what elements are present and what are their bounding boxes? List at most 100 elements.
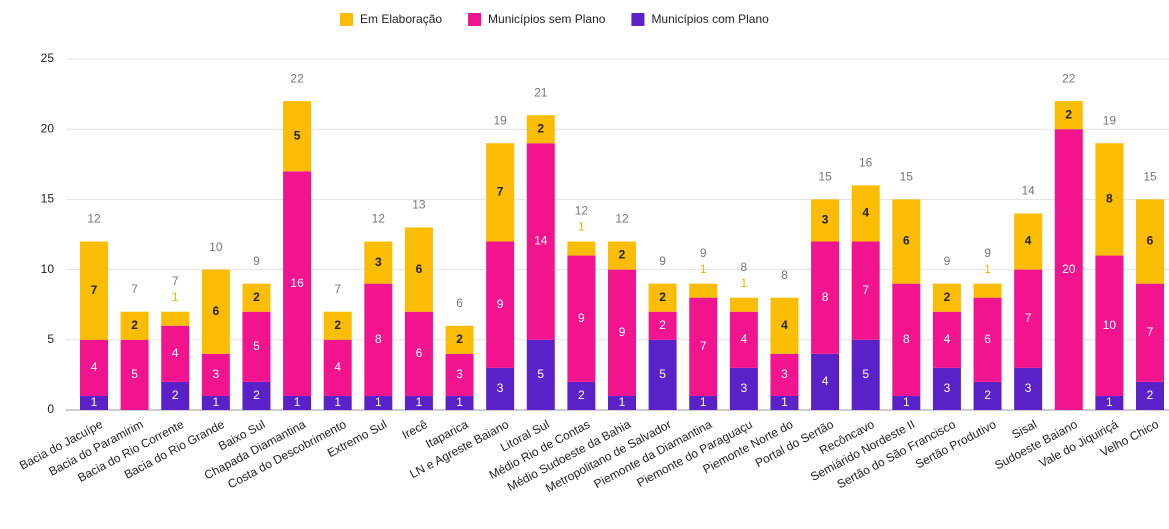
- bar-segment: [770, 353, 799, 396]
- data-label: 3: [497, 381, 504, 395]
- data-label: 3: [213, 367, 220, 381]
- bar-segment: [120, 339, 149, 410]
- data-label: 3: [375, 255, 382, 269]
- data-label: 1: [375, 395, 382, 409]
- total-label: 15: [818, 170, 832, 184]
- data-label: 2: [1065, 107, 1072, 121]
- bar-segment: [201, 269, 230, 354]
- data-label: 6: [213, 304, 220, 318]
- bar-segment: [283, 395, 312, 410]
- y-tick-label: 5: [47, 332, 54, 346]
- total-label: 8: [741, 260, 748, 274]
- bar-segment: [1136, 199, 1164, 284]
- data-label: 6: [416, 346, 423, 360]
- data-label: 8: [822, 290, 829, 304]
- total-label: 9: [659, 254, 666, 268]
- bar-segment: [973, 297, 1002, 382]
- bar-segment: [120, 311, 149, 340]
- total-label: 9: [700, 246, 707, 260]
- data-label: 2: [944, 290, 951, 304]
- bar-segment: [283, 101, 312, 172]
- bar-segment: [851, 339, 880, 410]
- total-label: 10: [209, 240, 223, 254]
- bar-segment: [201, 353, 230, 396]
- bar-segment: [608, 241, 636, 270]
- legend-swatch: [631, 13, 645, 26]
- bar-segment: [851, 241, 880, 340]
- bar-segment: [608, 395, 636, 410]
- data-label: 16: [290, 276, 304, 290]
- bar-segment: [445, 325, 474, 354]
- bar-segment: [811, 353, 840, 410]
- data-label: 1: [741, 276, 748, 290]
- data-label: 2: [619, 248, 626, 262]
- total-label: 16: [859, 156, 873, 170]
- bar-segment: [161, 325, 190, 382]
- bar-segment: [283, 171, 312, 396]
- data-label: 1: [781, 395, 788, 409]
- data-label: 9: [497, 297, 504, 311]
- y-tick-label: 20: [41, 121, 55, 135]
- total-label: 19: [1103, 113, 1117, 127]
- total-label: 19: [493, 113, 507, 127]
- data-label: 6: [984, 332, 991, 346]
- total-label: 9: [984, 246, 991, 260]
- total-label: 7: [131, 282, 138, 296]
- data-label: 2: [578, 388, 585, 402]
- bar-segment: [242, 311, 271, 382]
- total-label: 7: [172, 274, 179, 288]
- total-label: 14: [1021, 184, 1035, 198]
- bar-segment: [932, 283, 961, 312]
- bar-segment: [729, 311, 758, 368]
- data-label: 5: [131, 367, 138, 381]
- legend-label: Municípios sem Plano: [488, 12, 606, 26]
- data-label: 1: [91, 395, 98, 409]
- data-label: 2: [537, 121, 544, 135]
- bar-segment: [1136, 381, 1164, 410]
- bar-segment: [242, 381, 271, 410]
- bar-segment: [201, 395, 230, 410]
- data-label: 4: [741, 332, 748, 346]
- bar-segment: [811, 241, 840, 354]
- bar-segment: [932, 311, 961, 368]
- data-label: 9: [619, 325, 626, 339]
- bar-segment: [80, 339, 108, 396]
- data-label: 1: [334, 395, 341, 409]
- bar-segment: [486, 143, 515, 242]
- data-label: 4: [334, 360, 341, 374]
- data-label: 8: [375, 332, 382, 346]
- data-label: 5: [253, 339, 260, 353]
- data-label: 14: [534, 234, 548, 248]
- bar-segment: [404, 227, 433, 312]
- data-label: 2: [659, 318, 666, 332]
- bar-segment: [567, 381, 596, 410]
- data-label: 5: [862, 367, 869, 381]
- data-label: 10: [1103, 318, 1117, 332]
- bar-segment: [729, 367, 758, 410]
- data-label: 7: [862, 283, 869, 297]
- bar-segment: [851, 185, 880, 242]
- bar-segment: [770, 395, 799, 410]
- data-label: 4: [1025, 234, 1032, 248]
- bar-segment: [1054, 101, 1083, 130]
- y-tick-label: 25: [41, 51, 55, 65]
- data-label: 7: [1025, 311, 1032, 325]
- data-label: 3: [741, 381, 748, 395]
- bar-segment: [526, 115, 555, 144]
- bar-segment: [770, 297, 799, 354]
- data-label: 1: [1106, 395, 1113, 409]
- total-label: 9: [944, 254, 951, 268]
- bar-segment: [1014, 269, 1043, 368]
- data-label: 1: [416, 395, 423, 409]
- data-label: 8: [1106, 192, 1113, 206]
- bar-segment: [161, 311, 190, 326]
- y-tick-label: 0: [47, 402, 54, 416]
- bar-segment: [689, 297, 718, 396]
- data-label: 7: [497, 185, 504, 199]
- bar-segment: [1014, 367, 1043, 410]
- data-label: 2: [172, 388, 179, 402]
- y-tick-label: 15: [41, 192, 55, 206]
- data-label: 6: [903, 234, 910, 248]
